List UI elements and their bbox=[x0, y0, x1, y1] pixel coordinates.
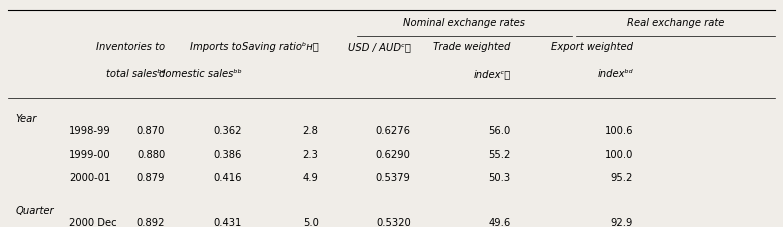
Text: 100.6: 100.6 bbox=[604, 126, 633, 136]
Text: 49.6: 49.6 bbox=[488, 217, 511, 227]
Text: 2.8: 2.8 bbox=[303, 126, 319, 136]
Text: 0.879: 0.879 bbox=[137, 173, 165, 183]
Text: Saving ratioᵇʜ⧉: Saving ratioᵇʜ⧉ bbox=[242, 42, 319, 52]
Text: domestic salesᵇᵇ: domestic salesᵇᵇ bbox=[159, 69, 242, 79]
Text: 50.3: 50.3 bbox=[489, 173, 511, 183]
Text: USD / AUDᶜ⧉: USD / AUDᶜ⧉ bbox=[348, 42, 410, 52]
Text: 95.2: 95.2 bbox=[611, 173, 633, 183]
Text: Inventories to: Inventories to bbox=[96, 42, 165, 52]
Text: 2000 Dec: 2000 Dec bbox=[69, 217, 117, 227]
Text: 0.870: 0.870 bbox=[137, 126, 165, 136]
Text: indexᶜ⧉: indexᶜ⧉ bbox=[473, 69, 511, 79]
Text: 0.5320: 0.5320 bbox=[376, 217, 410, 227]
Text: 0.431: 0.431 bbox=[214, 217, 242, 227]
Text: Nominal exchange rates: Nominal exchange rates bbox=[403, 18, 525, 28]
Text: Imports to: Imports to bbox=[190, 42, 242, 52]
Text: 4.9: 4.9 bbox=[303, 173, 319, 183]
Text: Real exchange rate: Real exchange rate bbox=[626, 18, 724, 28]
Text: 100.0: 100.0 bbox=[604, 149, 633, 159]
Text: indexᵇᵈ: indexᵇᵈ bbox=[597, 69, 633, 79]
Text: Export weighted: Export weighted bbox=[551, 42, 633, 52]
Text: 55.2: 55.2 bbox=[488, 149, 511, 159]
Text: 5.0: 5.0 bbox=[303, 217, 319, 227]
Text: total salesᵇᵃ: total salesᵇᵃ bbox=[106, 69, 165, 79]
Text: 0.6276: 0.6276 bbox=[376, 126, 410, 136]
Text: 0.5379: 0.5379 bbox=[376, 173, 410, 183]
Text: 0.416: 0.416 bbox=[214, 173, 242, 183]
Text: 0.362: 0.362 bbox=[214, 126, 242, 136]
Text: 0.892: 0.892 bbox=[137, 217, 165, 227]
Text: 92.9: 92.9 bbox=[611, 217, 633, 227]
Text: 56.0: 56.0 bbox=[488, 126, 511, 136]
Text: Trade weighted: Trade weighted bbox=[433, 42, 511, 52]
Text: 1998-99: 1998-99 bbox=[69, 126, 111, 136]
Text: Quarter: Quarter bbox=[16, 205, 54, 215]
Text: 0.386: 0.386 bbox=[214, 149, 242, 159]
Text: 0.880: 0.880 bbox=[137, 149, 165, 159]
Text: Year: Year bbox=[16, 114, 37, 123]
Text: 1999-00: 1999-00 bbox=[69, 149, 111, 159]
Text: 2000-01: 2000-01 bbox=[69, 173, 110, 183]
Text: 2.3: 2.3 bbox=[303, 149, 319, 159]
Text: 0.6290: 0.6290 bbox=[376, 149, 410, 159]
